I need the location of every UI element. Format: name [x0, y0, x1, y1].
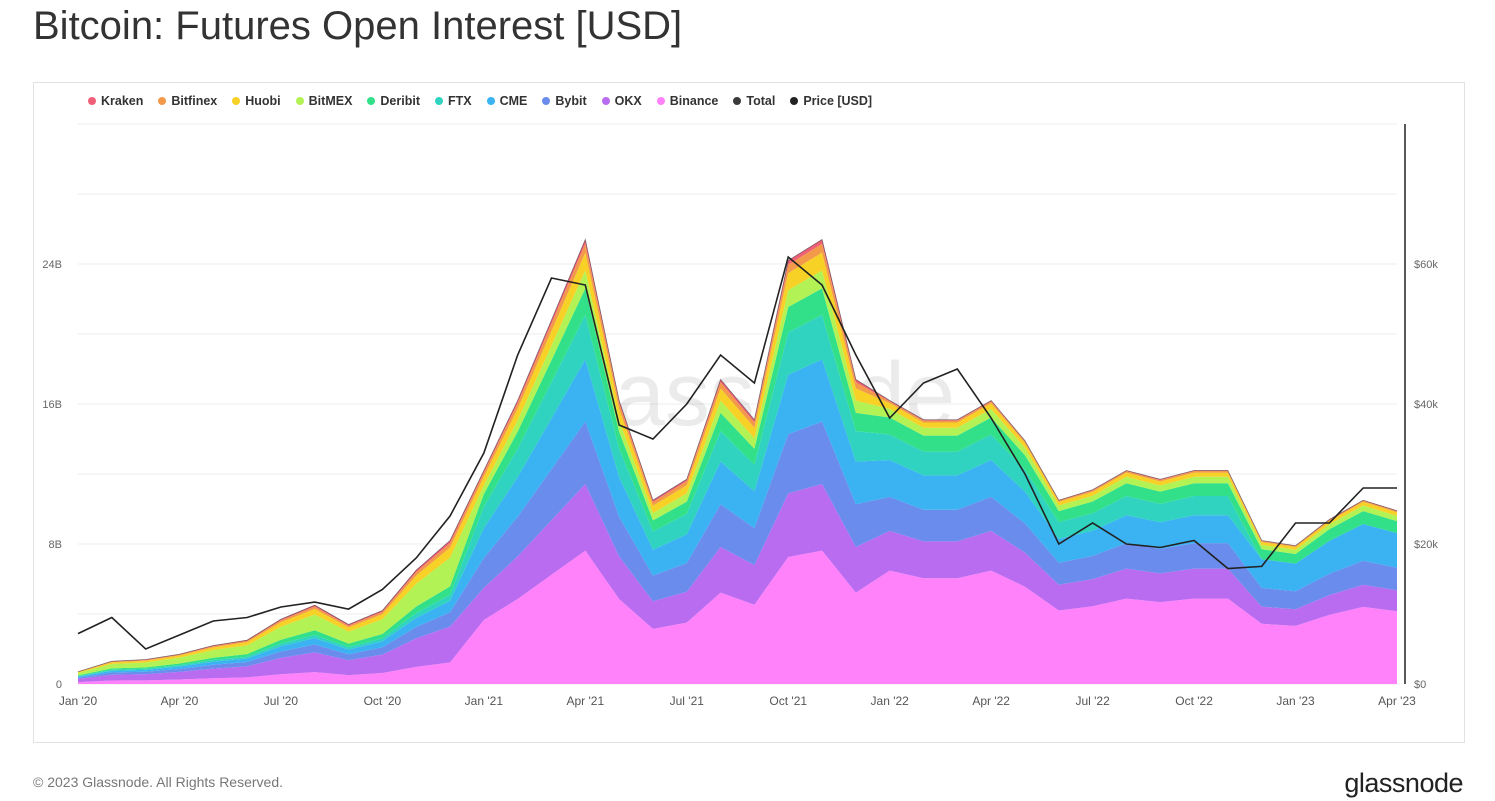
page-title: Bitcoin: Futures Open Interest [USD]	[33, 4, 683, 48]
glassnode-logo: glassnode	[1344, 768, 1463, 798]
legend-dot-icon	[733, 97, 742, 105]
legend-item-bybit[interactable]: Bybit	[542, 94, 587, 108]
x-tick-label: Jul '20	[264, 694, 299, 708]
legend-item-cme[interactable]: CME	[486, 94, 528, 108]
y-left-tick-label: 8B	[49, 539, 62, 551]
x-tick-label: Jan '21	[465, 694, 504, 708]
legend-label: Total	[746, 94, 776, 108]
legend-dot-icon	[232, 97, 241, 105]
x-tick-label: Apr '23	[1378, 694, 1416, 708]
legend-item-bitmex[interactable]: BitMEX	[295, 94, 353, 108]
legend-label: Kraken	[101, 94, 144, 108]
legend-item-bitfinex[interactable]: Bitfinex	[158, 94, 217, 108]
x-tick-label: Jul '21	[670, 694, 705, 708]
area-binance	[78, 550, 1397, 684]
copyright-footer: © 2023 Glassnode. All Rights Reserved.	[33, 774, 284, 790]
legend-item-binance[interactable]: Binance	[656, 94, 719, 108]
total-line	[77, 238, 1398, 673]
x-tick-label: Apr '22	[972, 694, 1010, 708]
legend-label: CME	[499, 94, 528, 108]
y-right-tick-label: $20k	[1414, 539, 1438, 551]
y-left-tick-label: 16B	[42, 399, 62, 411]
legend-item-deribit[interactable]: Deribit	[367, 94, 420, 108]
x-tick-label: Jul '22	[1075, 694, 1110, 708]
legend-dot-icon	[88, 97, 96, 105]
y-left-tick-label: 0	[56, 679, 62, 691]
legend-dot-icon	[601, 97, 610, 105]
chart-frame	[33, 82, 1465, 743]
legend-item-huobi[interactable]: Huobi	[232, 94, 281, 108]
legend-label: Bitfinex	[171, 94, 218, 108]
x-tick-label: Jan '20	[59, 694, 98, 708]
legend-dot-icon	[295, 97, 304, 105]
legend-label: Huobi	[245, 94, 281, 108]
legend-label: BitMEX	[308, 94, 353, 108]
y-right-tick-label: $0	[1414, 679, 1426, 691]
legend-item-kraken[interactable]: Kraken	[88, 94, 143, 108]
x-tick-label: Jan '23	[1276, 694, 1315, 708]
legend-dot-icon	[158, 97, 167, 105]
price-line	[77, 255, 1397, 650]
x-tick-label: Apr '21	[566, 694, 604, 708]
legend-item-ftx[interactable]: FTX	[435, 94, 472, 108]
chart-legend: Kraken Bitfinex Huobi BitMEX Deribit FTX CME By…	[88, 94, 887, 108]
legend-dot-icon	[790, 97, 799, 105]
y-right-tick-label: $60k	[1414, 259, 1438, 271]
legend-label: Bybit	[555, 94, 587, 108]
area-okx	[78, 483, 1397, 683]
x-tick-label: Oct '21	[769, 694, 807, 708]
x-tick-label: Apr '20	[161, 694, 199, 708]
legend-item-total[interactable]: Total	[733, 94, 775, 108]
legend-label: Deribit	[380, 94, 420, 108]
legend-dot-icon	[656, 97, 665, 105]
legend-dot-icon	[435, 97, 443, 105]
legend-label: Binance	[669, 94, 719, 108]
legend-item-price-usd[interactable]: Price [USD]	[790, 94, 872, 108]
area-bybit	[78, 421, 1397, 679]
x-tick-label: Jan '22	[871, 694, 910, 708]
legend-dot-icon	[367, 97, 376, 105]
legend-dot-icon	[542, 97, 551, 105]
x-tick-label: Oct '20	[364, 694, 402, 708]
legend-label: OKX	[614, 94, 642, 108]
legend-dot-icon	[486, 97, 495, 105]
legend-item-okx[interactable]: OKX	[601, 94, 642, 108]
area-cme	[78, 359, 1397, 678]
y-left-tick-label: 24B	[42, 259, 62, 271]
x-tick-label: Oct '22	[1175, 694, 1213, 708]
legend-label: Price [USD]	[803, 94, 873, 108]
legend-label: FTX	[448, 94, 472, 108]
y-right-tick-label: $40k	[1414, 399, 1438, 411]
